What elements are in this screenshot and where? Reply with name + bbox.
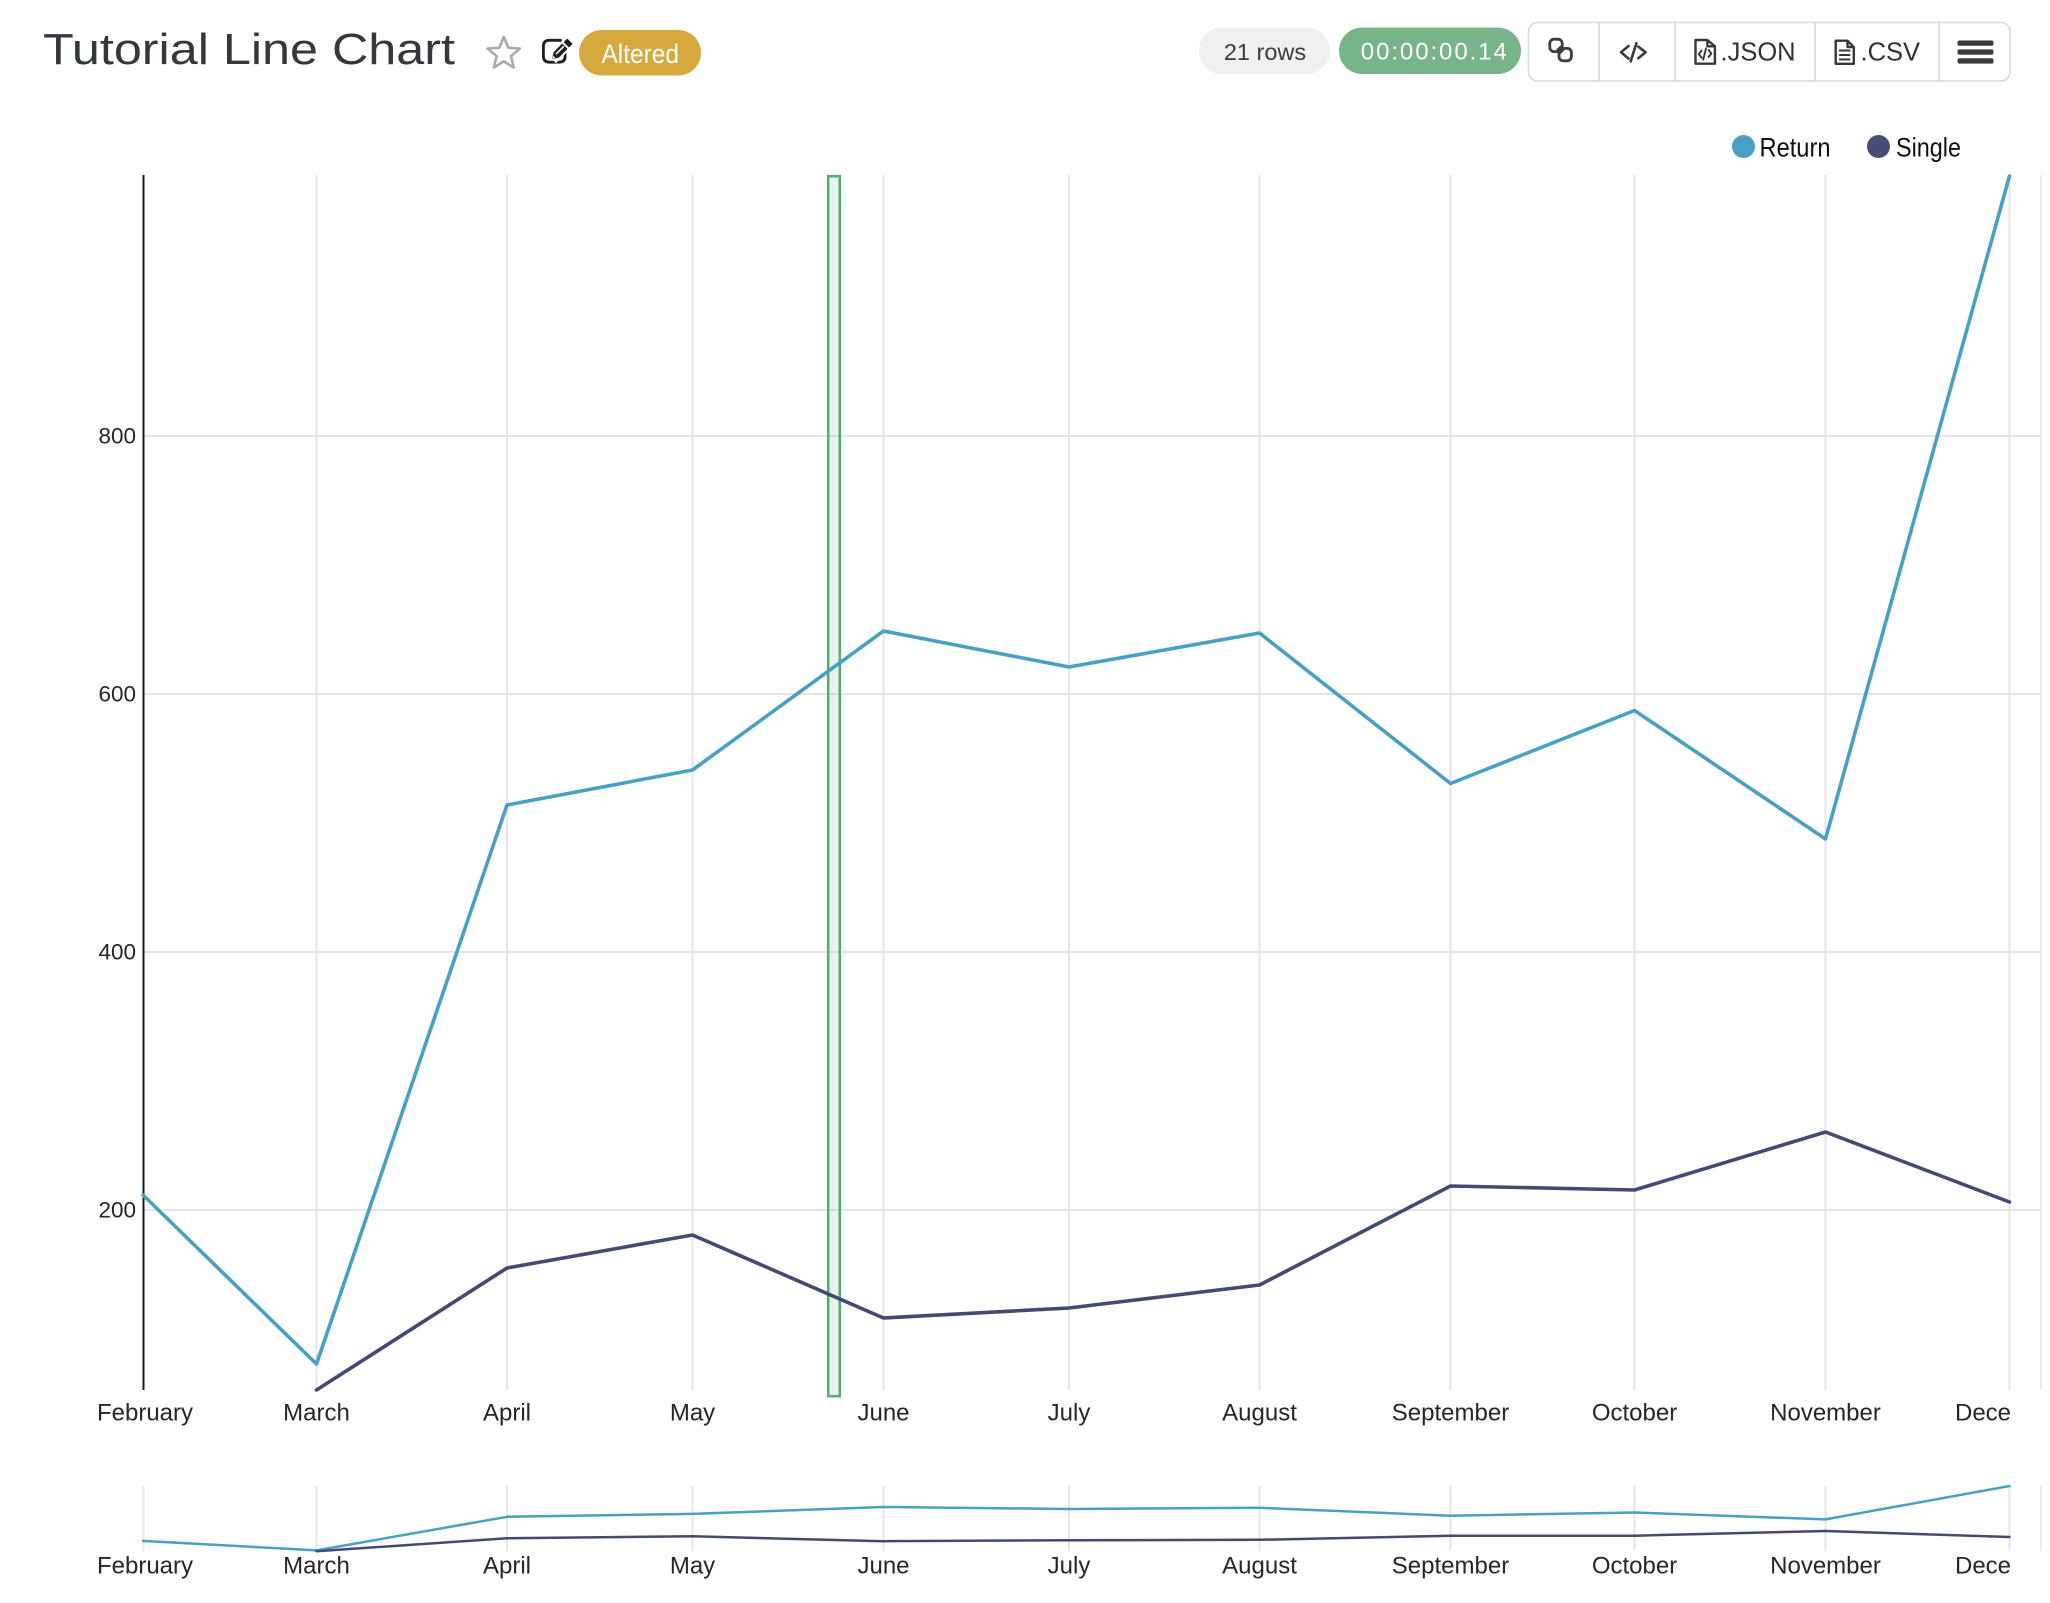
svg-text:May: May [670, 1553, 715, 1580]
svg-text:Single: Single [1896, 133, 1961, 163]
svg-text:April: April [483, 1400, 531, 1427]
svg-text:200: 200 [98, 1198, 136, 1223]
svg-text:August: August [1222, 1400, 1297, 1427]
svg-text:May: May [670, 1400, 715, 1427]
svg-text:March: March [283, 1553, 350, 1580]
svg-text:August: August [1222, 1553, 1297, 1580]
svg-text:March: March [283, 1400, 350, 1427]
svg-text:Dece: Dece [1955, 1400, 2011, 1427]
svg-text:July: July [1048, 1400, 1091, 1427]
svg-text:June: June [857, 1553, 909, 1580]
svg-text:00:00:00.14: 00:00:00.14 [1361, 39, 1507, 66]
svg-text:Dece: Dece [1955, 1553, 2011, 1580]
svg-text:21 rows: 21 rows [1224, 39, 1306, 65]
svg-text:October: October [1592, 1553, 1677, 1580]
svg-text:November: November [1770, 1400, 1881, 1427]
svg-text:February: February [97, 1400, 193, 1427]
svg-text:Return: Return [1760, 133, 1831, 163]
svg-text:Tutorial Line Chart: Tutorial Line Chart [43, 25, 455, 74]
svg-text:October: October [1592, 1400, 1677, 1427]
svg-text:April: April [483, 1553, 531, 1580]
svg-text:February: February [97, 1553, 193, 1580]
svg-text:.CSV: .CSV [1861, 39, 1921, 67]
svg-text:400: 400 [98, 940, 136, 965]
svg-text:600: 600 [98, 682, 136, 707]
svg-text:June: June [857, 1400, 909, 1427]
svg-text:Altered: Altered [602, 39, 680, 69]
svg-text:July: July [1048, 1553, 1091, 1580]
svg-text:800: 800 [98, 424, 136, 449]
svg-text:.JSON: .JSON [1721, 39, 1796, 67]
svg-text:September: September [1392, 1553, 1509, 1580]
svg-text:November: November [1770, 1553, 1881, 1580]
svg-text:September: September [1392, 1400, 1509, 1427]
